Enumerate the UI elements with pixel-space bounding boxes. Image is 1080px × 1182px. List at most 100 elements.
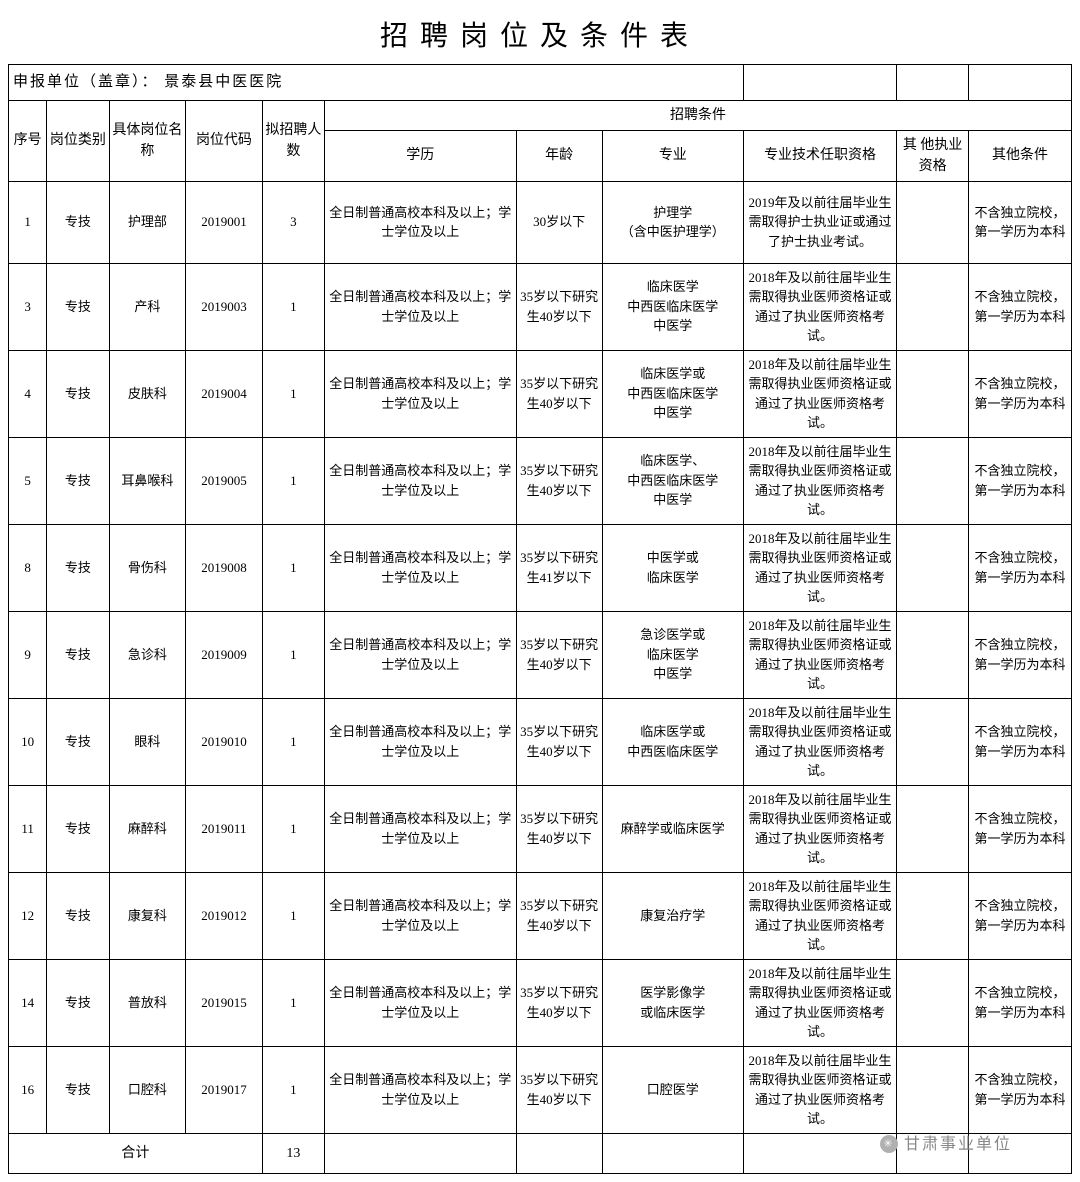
cell-tech_qual: 2018年及以前往届毕业生需取得执业医师资格证或通过了执业医师资格考试。 xyxy=(743,698,896,785)
cell-position: 普放科 xyxy=(109,959,186,1046)
cell-count: 1 xyxy=(262,263,324,350)
cell-other_cond: 不含独立院校，第一学历为本科 xyxy=(968,263,1071,350)
cell-other_cond: 不含独立院校，第一学历为本科 xyxy=(968,872,1071,959)
cell-position: 麻醉科 xyxy=(109,785,186,872)
cell-category: 专技 xyxy=(47,785,109,872)
cell-age: 35岁以下研究生40岁以下 xyxy=(516,350,602,437)
cell-other_qual xyxy=(897,524,969,611)
cell-age: 35岁以下研究生40岁以下 xyxy=(516,959,602,1046)
cell-age: 35岁以下研究生40岁以下 xyxy=(516,785,602,872)
cell-category: 专技 xyxy=(47,959,109,1046)
cell-other_cond: 不含独立院校，第一学历为本科 xyxy=(968,437,1071,524)
cell-major: 临床医学、中西医临床医学中医学 xyxy=(602,437,743,524)
cell-age: 35岁以下研究生41岁以下 xyxy=(516,524,602,611)
table-row: 8专技骨伤科20190081全日制普通高校本科及以上；学士学位及以上35岁以下研… xyxy=(9,524,1072,611)
cell-other_cond: 不含独立院校，第一学历为本科 xyxy=(968,959,1071,1046)
header-row-1: 序号 岗位类别 具体岗位名称 岗位代码 拟招聘人数 招聘条件 xyxy=(9,100,1072,130)
cell-position: 皮肤科 xyxy=(109,350,186,437)
cell-age: 35岁以下研究生40岁以下 xyxy=(516,263,602,350)
cell-seq: 10 xyxy=(9,698,47,785)
total-count: 13 xyxy=(262,1133,324,1173)
cell-seq: 3 xyxy=(9,263,47,350)
subtitle-label: 申报单位（盖章）： xyxy=(13,74,159,90)
cell-category: 专技 xyxy=(47,611,109,698)
page-title: 招聘岗位及条件表 xyxy=(8,14,1072,54)
cell-major: 中医学或临床医学 xyxy=(602,524,743,611)
cell-count: 1 xyxy=(262,1046,324,1133)
cell-code: 2019017 xyxy=(186,1046,263,1133)
cell-code: 2019004 xyxy=(186,350,263,437)
cell-position: 骨伤科 xyxy=(109,524,186,611)
cell-category: 专技 xyxy=(47,524,109,611)
cell-code: 2019010 xyxy=(186,698,263,785)
cell-major: 临床医学或中西医临床医学中医学 xyxy=(602,350,743,437)
cell-count: 1 xyxy=(262,524,324,611)
header-seq: 序号 xyxy=(9,100,47,181)
cell-other_qual xyxy=(897,437,969,524)
header-education: 学历 xyxy=(324,130,516,181)
watermark: ✳甘肃事业单位 xyxy=(880,1130,1012,1154)
cell-education: 全日制普通高校本科及以上；学士学位及以上 xyxy=(324,698,516,785)
cell-other_cond: 不含独立院校，第一学历为本科 xyxy=(968,350,1071,437)
cell-code: 2019003 xyxy=(186,263,263,350)
cell-age: 35岁以下研究生40岁以下 xyxy=(516,437,602,524)
header-conditions: 招聘条件 xyxy=(324,100,1071,130)
cell-seq: 9 xyxy=(9,611,47,698)
cell-category: 专技 xyxy=(47,1046,109,1133)
table-row: 5专技耳鼻喉科20190051全日制普通高校本科及以上；学士学位及以上35岁以下… xyxy=(9,437,1072,524)
cell-seq: 14 xyxy=(9,959,47,1046)
cell-count: 1 xyxy=(262,437,324,524)
cell-position: 护理部 xyxy=(109,181,186,263)
cell-tech_qual: 2018年及以前往届毕业生需取得执业医师资格证或通过了执业医师资格考试。 xyxy=(743,1046,896,1133)
cell-major: 医学影像学或临床医学 xyxy=(602,959,743,1046)
cell-other_cond: 不含独立院校，第一学历为本科 xyxy=(968,611,1071,698)
cell-tech_qual: 2018年及以前往届毕业生需取得执业医师资格证或通过了执业医师资格考试。 xyxy=(743,611,896,698)
cell-other_qual xyxy=(897,350,969,437)
header-major: 专业 xyxy=(602,130,743,181)
cell-other_cond: 不含独立院校，第一学历为本科 xyxy=(968,698,1071,785)
subtitle-value: 景泰县中医医院 xyxy=(164,74,283,90)
cell-other_cond: 不含独立院校，第一学历为本科 xyxy=(968,785,1071,872)
cell-other_qual xyxy=(897,263,969,350)
table-row: 10专技眼科20190101全日制普通高校本科及以上；学士学位及以上35岁以下研… xyxy=(9,698,1072,785)
cell-tech_qual: 2018年及以前往届毕业生需取得执业医师资格证或通过了执业医师资格考试。 xyxy=(743,263,896,350)
cell-code: 2019009 xyxy=(186,611,263,698)
cell-age: 35岁以下研究生40岁以下 xyxy=(516,1046,602,1133)
cell-code: 2019001 xyxy=(186,181,263,263)
cell-other_qual xyxy=(897,698,969,785)
cell-major: 护理学（含中医护理学） xyxy=(602,181,743,263)
table-row: 11专技麻醉科20190111全日制普通高校本科及以上；学士学位及以上35岁以下… xyxy=(9,785,1072,872)
cell-category: 专技 xyxy=(47,872,109,959)
cell-category: 专技 xyxy=(47,350,109,437)
cell-major: 急诊医学或临床医学中医学 xyxy=(602,611,743,698)
cell-count: 1 xyxy=(262,959,324,1046)
cell-position: 口腔科 xyxy=(109,1046,186,1133)
cell-other_qual xyxy=(897,611,969,698)
cell-count: 1 xyxy=(262,611,324,698)
cell-education: 全日制普通高校本科及以上；学士学位及以上 xyxy=(324,350,516,437)
cell-age: 35岁以下研究生40岁以下 xyxy=(516,611,602,698)
table-row: 3专技产科20190031全日制普通高校本科及以上；学士学位及以上35岁以下研究… xyxy=(9,263,1072,350)
cell-major: 口腔医学 xyxy=(602,1046,743,1133)
header-category: 岗位类别 xyxy=(47,100,109,181)
cell-tech_qual: 2018年及以前往届毕业生需取得执业医师资格证或通过了执业医师资格考试。 xyxy=(743,437,896,524)
header-position: 具体岗位名称 xyxy=(109,100,186,181)
cell-seq: 16 xyxy=(9,1046,47,1133)
header-count: 拟招聘人数 xyxy=(262,100,324,181)
cell-other_cond: 不含独立院校，第一学历为本科 xyxy=(968,1046,1071,1133)
cell-other_qual xyxy=(897,181,969,263)
cell-other_qual xyxy=(897,872,969,959)
cell-category: 专技 xyxy=(47,437,109,524)
total-label: 合计 xyxy=(9,1133,263,1173)
cell-category: 专技 xyxy=(47,181,109,263)
cell-tech_qual: 2018年及以前往届毕业生需取得执业医师资格证或通过了执业医师资格考试。 xyxy=(743,872,896,959)
cell-major: 康复治疗学 xyxy=(602,872,743,959)
recruitment-table: 申报单位（盖章）： 景泰县中医医院 序号 岗位类别 具体岗位名称 岗位代码 拟招… xyxy=(8,64,1072,1174)
cell-code: 2019005 xyxy=(186,437,263,524)
cell-education: 全日制普通高校本科及以上；学士学位及以上 xyxy=(324,872,516,959)
cell-other_qual xyxy=(897,785,969,872)
cell-seq: 4 xyxy=(9,350,47,437)
cell-tech_qual: 2018年及以前往届毕业生需取得执业医师资格证或通过了执业医师资格考试。 xyxy=(743,785,896,872)
cell-code: 2019015 xyxy=(186,959,263,1046)
cell-other_qual xyxy=(897,1046,969,1133)
